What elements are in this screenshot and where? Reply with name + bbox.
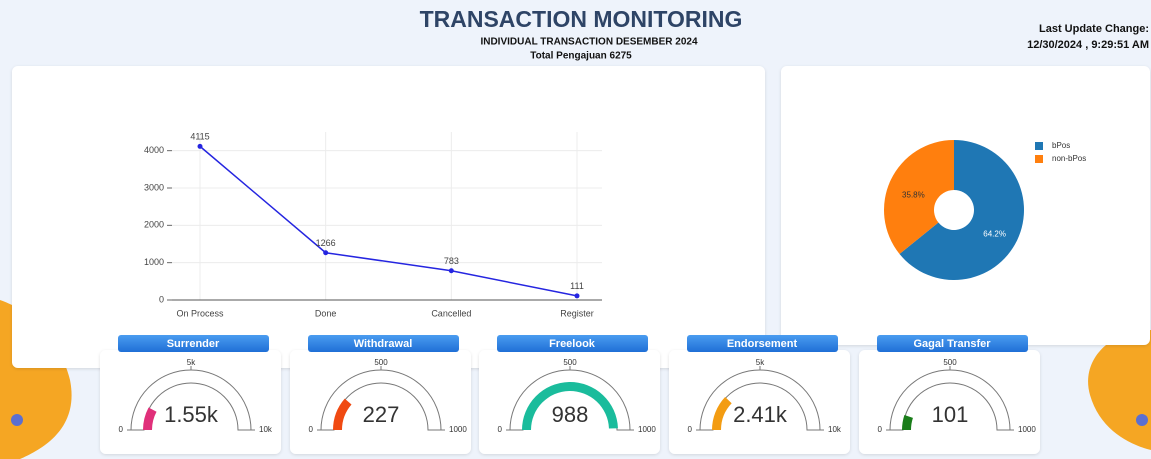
- gauge-tick-label: 0: [688, 425, 693, 434]
- gauge-value: 988: [552, 402, 589, 427]
- gauge-value-arc: [333, 398, 352, 430]
- gauge-title: Surrender: [167, 338, 220, 350]
- gauge-tab: [118, 335, 269, 352]
- y-tick-label: 2000: [144, 220, 164, 230]
- line-series: [199, 145, 578, 297]
- gauge-tick-label: 500: [374, 358, 388, 367]
- gauge-value: 2.41k: [733, 402, 788, 427]
- x-tick-label: Cancelled: [431, 308, 471, 318]
- pie-slice: [899, 140, 1024, 280]
- gauge-tick-label: 5k: [187, 358, 196, 367]
- gauge-tab: [308, 335, 459, 352]
- gauge-track: [130, 369, 252, 431]
- data-label: 111: [570, 281, 584, 291]
- gauge-tick-label: 500: [563, 358, 577, 367]
- gauge-tick-label: 1000: [638, 425, 656, 434]
- update-label: Last Update Change:: [1039, 23, 1149, 35]
- gauge-track: [320, 369, 442, 431]
- gauge-tick-label: 1000: [1018, 425, 1036, 434]
- y-tick-label: 3000: [144, 182, 164, 192]
- gauge-tick-label: 0: [498, 425, 503, 434]
- gauge-value-arc: [143, 407, 157, 430]
- gauge-tick-label: 10k: [828, 425, 842, 434]
- data-label: 783: [444, 256, 459, 266]
- decor-shape: [1088, 330, 1151, 450]
- slice-label: 64.2%: [983, 230, 1006, 239]
- gauge-tab: [687, 335, 838, 352]
- data-label: 4115: [190, 132, 209, 142]
- page-subtitle: INDIVIDUAL TRANSACTION DESEMBER 2024: [480, 37, 698, 48]
- gauge-title: Endorsement: [727, 338, 798, 350]
- pie-slice: [883, 140, 954, 254]
- pie-card: [781, 66, 1150, 345]
- line-point: [323, 250, 329, 256]
- y-tick-label: 1000: [144, 257, 164, 267]
- decor-dot: [1136, 414, 1148, 426]
- gauge-value: 1.55k: [164, 402, 219, 427]
- gauge-track: [889, 369, 1011, 431]
- gauge-tick-label: 5k: [756, 358, 765, 367]
- page-title: TRANSACTION MONITORING: [420, 6, 743, 32]
- x-tick-label: Done: [315, 308, 337, 318]
- legend-swatch: [1035, 142, 1043, 150]
- gauge-title: Freelook: [549, 338, 596, 350]
- y-tick-label: 4000: [144, 145, 164, 155]
- legend-swatch: [1035, 155, 1043, 163]
- gauge-value-arc: [902, 415, 913, 430]
- gauge-tick-label: 0: [309, 425, 314, 434]
- update-value: 12/30/2024 , 9:29:51 AM: [1027, 39, 1149, 51]
- slice-label: 35.8%: [902, 191, 925, 200]
- line-point: [197, 143, 203, 149]
- gauge-track: [699, 369, 821, 431]
- gauge-tick-label: 1000: [449, 425, 467, 434]
- gauge-tick-label: 500: [943, 358, 957, 367]
- legend-label: bPos: [1052, 141, 1070, 150]
- line-point: [448, 268, 454, 274]
- gauge-tick-label: 10k: [259, 425, 273, 434]
- line-card: [12, 66, 765, 368]
- x-tick-label: On Process: [176, 308, 224, 318]
- y-tick-label: 0: [159, 294, 164, 304]
- line-point: [574, 293, 580, 299]
- gauge-value: 101: [932, 402, 969, 427]
- gauge-tab: [877, 335, 1028, 352]
- gauge-value: 227: [363, 402, 400, 427]
- decor-dot: [11, 414, 23, 426]
- gauge-title: Withdrawal: [354, 338, 413, 350]
- gauge-tab: [497, 335, 648, 352]
- gauge-value-arc: [522, 381, 618, 430]
- x-tick-label: Register: [560, 308, 594, 318]
- gauge-tick-label: 0: [119, 425, 124, 434]
- total-text: Total Pengajuan 6275: [530, 51, 632, 62]
- gauge-tick-label: 0: [878, 425, 883, 434]
- gauge-value-arc: [712, 397, 732, 430]
- data-label: 1266: [316, 238, 336, 248]
- gauge-title: Gagal Transfer: [913, 338, 991, 350]
- legend-label: non-bPos: [1052, 154, 1086, 163]
